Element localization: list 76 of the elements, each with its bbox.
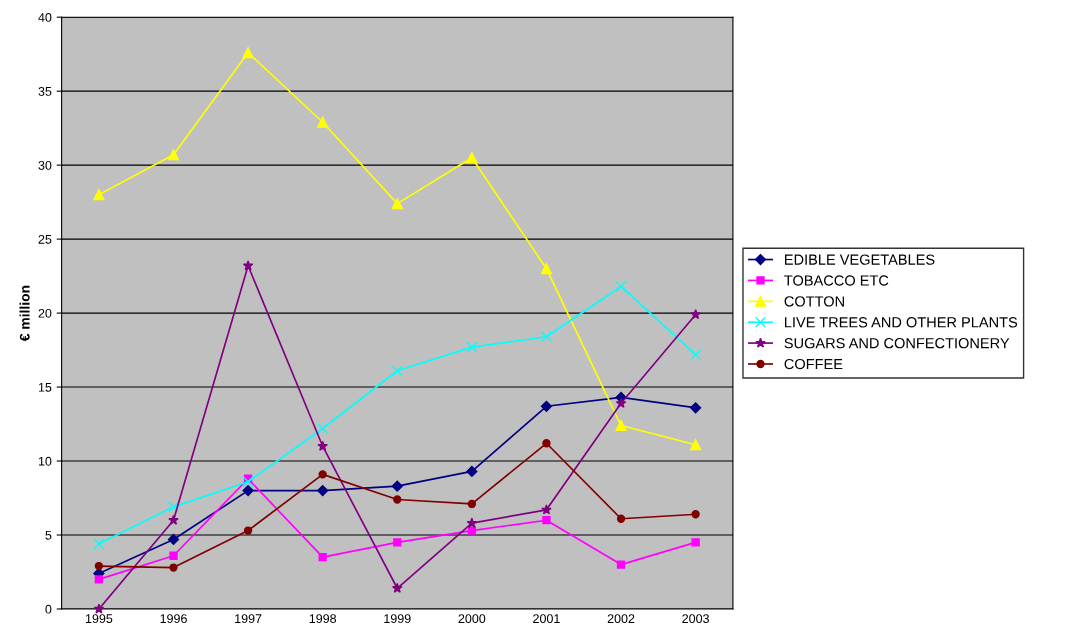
legend-label: SUGARS AND CONFECTIONERY — [784, 338, 1010, 349]
point — [391, 198, 403, 210]
x-tick-label: 2003 — [682, 614, 709, 624]
point — [93, 538, 105, 550]
point — [393, 538, 402, 547]
point — [391, 365, 403, 377]
point — [93, 189, 105, 201]
point — [317, 422, 329, 435]
point — [318, 553, 327, 562]
point — [542, 516, 551, 525]
legend-label: EDIBLE VEGETABLES — [785, 254, 935, 265]
point — [242, 47, 254, 59]
point — [542, 439, 551, 448]
x-tick-label: 1999 — [384, 614, 411, 624]
point — [540, 400, 553, 412]
point — [615, 419, 627, 432]
point — [318, 470, 327, 479]
point — [466, 465, 478, 477]
point — [467, 526, 477, 535]
point — [243, 526, 253, 535]
point — [540, 263, 553, 275]
legend-label: COFFEE — [784, 358, 843, 370]
point — [466, 152, 478, 164]
point — [94, 561, 104, 571]
point — [242, 476, 254, 488]
point — [317, 485, 329, 497]
x-tick-label: 1998 — [309, 614, 337, 624]
point — [616, 560, 626, 569]
y-tick-label: 35 — [38, 86, 52, 96]
legend-label: LIVE TREES AND OTHER PLANTS — [785, 317, 1018, 328]
point — [541, 504, 552, 515]
y-tick-label: 15 — [38, 382, 52, 392]
point — [242, 260, 254, 271]
point — [466, 341, 478, 353]
point — [691, 510, 700, 519]
point — [93, 603, 105, 614]
point — [167, 533, 180, 546]
point — [169, 563, 178, 572]
x-tick-label: 1996 — [160, 614, 187, 624]
point — [690, 309, 701, 320]
x-tick-label: 2001 — [533, 614, 560, 624]
x-tick-label: 1997 — [235, 614, 262, 624]
legend-label: TOBACCO ETC — [784, 275, 889, 286]
point — [391, 582, 403, 593]
y-tick-label: 30 — [38, 160, 52, 170]
point — [615, 280, 627, 293]
y-tick-label: 0 — [45, 604, 52, 614]
x-tick-label: 2000 — [458, 614, 486, 624]
point — [467, 499, 477, 509]
point — [616, 514, 626, 523]
y-tick-label: 20 — [38, 308, 52, 318]
point — [168, 514, 179, 525]
y-tick-label: 10 — [38, 456, 52, 466]
point — [540, 331, 553, 343]
y-tick-label: 5 — [45, 530, 52, 540]
y-tick-label: 25 — [38, 234, 52, 244]
point — [690, 439, 702, 451]
point — [167, 149, 180, 161]
y-tick-label: 40 — [38, 13, 52, 22]
point — [242, 485, 254, 497]
point — [391, 480, 403, 492]
point — [393, 495, 402, 504]
point — [691, 538, 700, 547]
point — [317, 440, 328, 451]
point — [690, 402, 702, 414]
point — [169, 551, 178, 560]
point — [690, 348, 702, 361]
x-tick-label: 2002 — [607, 614, 635, 624]
legend-label: COTTON — [784, 296, 844, 307]
x-tick-label: 1995 — [85, 614, 113, 624]
point — [94, 575, 104, 584]
y-axis-title: € million — [19, 285, 30, 342]
point — [317, 116, 329, 128]
point — [167, 501, 180, 513]
point — [466, 517, 478, 528]
point — [615, 397, 627, 408]
